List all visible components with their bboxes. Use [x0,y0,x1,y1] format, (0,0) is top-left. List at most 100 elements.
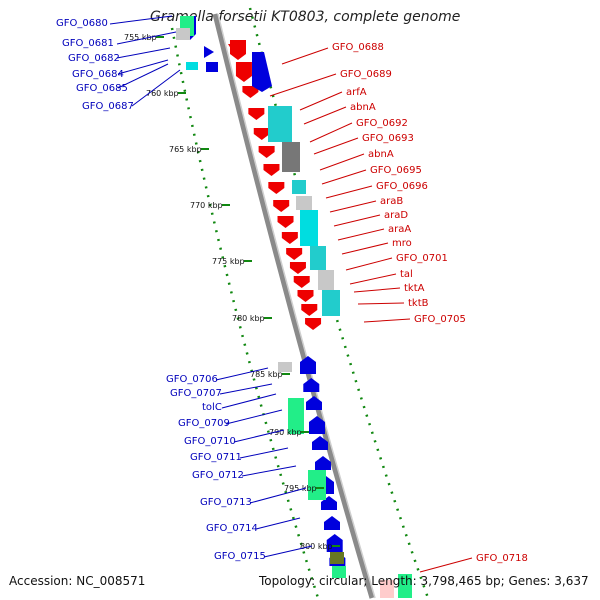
right-leader-lines [269,47,473,573]
leader-line [313,137,359,155]
kbp-tick-label: 780 kbp [232,314,265,323]
leader-line [333,214,381,227]
gene-block [282,142,300,172]
kbp-tick-label: 785 kbp [250,370,283,379]
gene-label: abnA [350,102,376,113]
leader-line [215,367,269,381]
leader-line [269,73,337,97]
gene-block [268,106,292,142]
gene-label: tal [400,269,413,280]
left-gene-labels: GFO_0680 GFO_0681 GFO_0682 GFO_0684 GFO_0685… [56,18,266,562]
leader-line [363,318,411,323]
kbp-tick-label: 800 kbp [300,542,333,551]
leader-line [219,383,273,395]
forward-gene [297,290,314,302]
leader-line [341,242,389,255]
forward-gene [286,248,303,260]
forward-gene [248,108,265,120]
forward-gene [273,200,290,212]
leader-line [303,106,347,125]
leader-line [131,69,181,107]
leader-line [321,169,367,185]
leader-line [319,153,365,171]
reverse-gene [306,396,322,410]
reverse-gene [312,436,328,450]
reverse-gene [324,516,340,530]
reverse-gene [303,378,320,392]
gene-label: GFO_0692 [356,118,408,129]
genome-backbone [212,13,375,599]
forward-gene [277,216,294,228]
leader-line [109,15,173,25]
gene-label: GFO_0680 [56,18,108,29]
forward-gene [305,318,322,330]
gene-block [380,580,394,598]
gene-block [296,196,312,210]
gene-block [330,552,344,564]
gene-features [176,16,412,598]
gene-label: GFO_0714 [206,523,258,534]
leader-line [225,409,283,425]
forward-gene [293,276,310,288]
gene-label: GFO_0684 [72,69,124,80]
leader-line [249,487,307,504]
gene-label: GFO_0696 [376,181,428,192]
leader-line [337,228,385,241]
gene-label: GFO_0715 [214,551,266,562]
leader-line [116,47,171,59]
gene-label: GFO_0711 [190,452,242,463]
gene-label: araB [380,196,403,207]
gene-label: GFO_0709 [178,418,230,429]
kbp-tick-label: 765 kbp [169,145,202,154]
map-title: Gramella forsetii KT0803, complete genom… [150,9,461,25]
leader-line [349,273,397,285]
leader-line [353,287,401,293]
gene-label: tktA [404,283,425,294]
forward-gene [242,86,259,98]
gene-label: araA [388,224,411,235]
leader-line [299,91,343,111]
leader-line [329,200,377,213]
gene-label: GFO_0710 [184,436,236,447]
gene-label: GFO_0685 [76,83,128,94]
reverse-gene [300,356,316,374]
gene-label: GFO_0688 [332,42,384,53]
kbp-tick-label: 790 kbp [269,428,302,437]
leader-line [221,393,277,409]
gene-label: GFO_0682 [68,53,120,64]
kbp-tick-label: 755 kbp [124,33,157,42]
gene-label: GFO_0707 [170,388,222,399]
gene-label: araD [384,210,408,221]
reverse-gene [309,416,325,434]
gene-label: tolC [202,402,222,413]
reverse-gene [252,52,272,92]
gene-block [322,290,340,316]
reverse-gene [204,46,214,58]
gene-label: GFO_0693 [362,133,414,144]
genome-backbone-highlight [217,13,376,599]
leader-line [239,447,289,459]
gene-block [310,246,326,270]
gene-block [398,574,412,598]
leader-line [345,257,393,271]
forward-gene [258,146,275,158]
gene-label: GFO_0705 [414,314,466,325]
gene-block [332,566,346,578]
kbp-tick-label: 795 kbp [284,484,317,493]
gene-block [300,210,318,246]
leader-line [116,31,177,45]
reverse-gene [326,534,343,552]
leader-line [325,185,373,199]
gene-label: tktB [408,298,429,309]
right-gene-labels: GFO_0688 GFO_0689 arfA abnA GFO_0692 GFO_0693… [332,42,528,564]
gene-block [292,180,306,194]
forward-gene [263,164,280,176]
forward-gene [268,182,285,194]
leader-line [241,465,297,477]
kbp-tick-label: 770 kbp [190,201,223,210]
leader-line [255,517,301,530]
gene-block [318,270,334,290]
leader-line [263,545,313,558]
gene-block [186,62,198,70]
